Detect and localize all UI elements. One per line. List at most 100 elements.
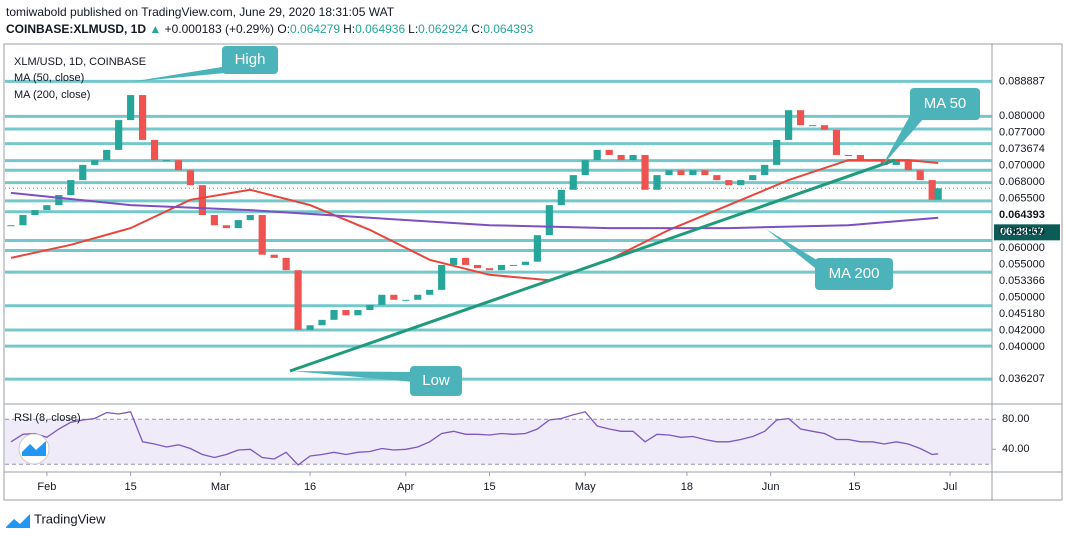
candle [677,170,685,176]
x-tick-label: May [575,481,596,493]
y-tick-label: 0.042000 [999,325,1045,337]
x-tick-label: Mar [211,481,230,493]
candle [330,310,338,320]
candle [43,205,51,211]
candle [653,175,661,190]
rsi-tick-label: 80.00 [1002,413,1030,425]
y-tick-label: 0.045180 [999,308,1045,320]
candle [701,170,709,176]
last-price-label: 0.064393 [999,209,1045,221]
candle [713,175,721,181]
candle [641,154,649,190]
y-tick-label: 0.050000 [999,292,1045,304]
candle [749,175,757,181]
candle [127,95,135,121]
candle [198,185,206,216]
candle [91,160,99,165]
countdown-box [994,224,1060,241]
ohlc-label: C: [471,22,484,36]
candle [892,160,900,165]
candle [270,254,278,258]
candle [426,289,434,295]
candle [79,164,87,181]
candle [533,235,541,262]
annotation: MA 50 [924,95,967,112]
candle [31,210,39,216]
candle [856,154,864,161]
candle [820,125,829,130]
brand-logo [6,514,30,528]
legend-entry: MA (200, close) [14,89,90,101]
candle [545,205,553,236]
candle [67,180,75,196]
ohlc: O:0.064279 H:0.064936 L:0.062924 C:0.064393 [277,22,536,36]
candle [390,294,398,300]
last-price-box [994,207,1060,224]
candle [306,325,314,330]
candle [258,215,266,255]
candle [916,170,924,181]
ohlc-label: H: [343,22,356,36]
x-tick-label: 15 [124,481,136,493]
candle [593,149,601,161]
candle [844,154,853,156]
candle [934,188,942,200]
candle [629,154,637,161]
callout-pointer [882,112,924,166]
ma-line [10,159,939,282]
candle [318,319,326,326]
candle [569,175,577,190]
frame [3,43,1063,501]
candle [55,195,63,206]
ohlc-value: 0.064936 [355,22,406,36]
candle [557,189,565,206]
trend-line [289,158,896,373]
rsi-tick-label: 40.00 [1002,443,1030,455]
callouts: High Low MA 50 MA 200 [130,46,980,396]
ma-line [10,191,939,230]
candle [808,125,817,127]
y-tick-label: 0.073674 [999,143,1045,155]
candle [150,139,159,161]
candle [138,95,147,140]
candle [115,120,123,150]
candle [485,268,494,271]
candle [665,170,673,176]
candle [246,215,254,221]
ohlc-label: O: [277,22,291,36]
candle [785,110,793,140]
annotation: MA 200 [829,265,880,282]
x-tick-label: Feb [37,481,56,493]
candle [462,257,470,265]
brand: TradingView [34,511,106,526]
candle [222,225,230,229]
y-tick-label: 0.040000 [999,341,1045,353]
candle [832,129,841,155]
ohlc-label: L: [408,22,419,36]
annotation: High [235,51,266,68]
legend-entry: MA (50, close) [14,72,84,84]
ohlc-value: 0.064393 [483,22,534,36]
y-tick-label: 0.080000 [999,110,1045,122]
author-line: tomiwabold published on TradingView.com,… [6,5,395,19]
candle [174,160,183,171]
candle [796,110,805,126]
candle [210,215,218,226]
callout-pointer [292,371,414,382]
candle [19,215,27,226]
candle [521,261,530,265]
candle [366,304,374,311]
candle [725,180,733,186]
y-tick-label: 0.065500 [999,193,1045,205]
callout-box [222,46,278,74]
rsi-legend: RSI (8, close) [14,412,81,424]
candle [928,180,936,200]
candle [378,294,386,305]
candle [7,225,15,227]
candle [509,264,518,266]
ohlc-value: 0.062924 [418,22,469,36]
candle [773,139,781,165]
candle [162,160,171,162]
